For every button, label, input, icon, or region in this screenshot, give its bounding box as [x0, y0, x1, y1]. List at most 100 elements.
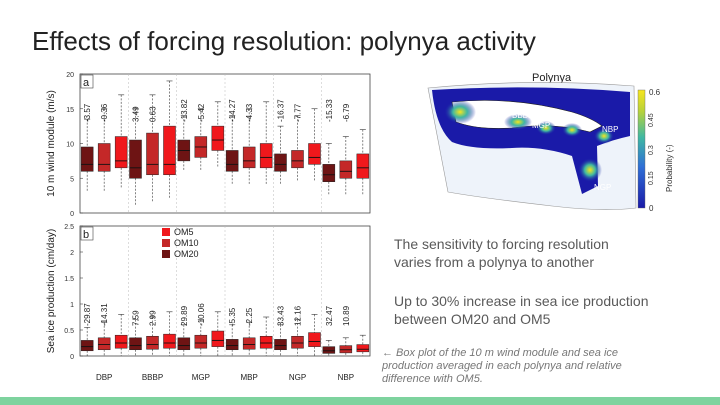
y-tick-label: 20 [66, 72, 74, 79]
box-om5 [356, 153, 370, 179]
box-om10 [242, 146, 256, 169]
box-om5 [163, 125, 176, 176]
x-category-label: DBP [96, 373, 112, 382]
panel-label-box [80, 226, 94, 241]
y-tick-label: 10 [66, 142, 74, 149]
box-om10 [146, 132, 159, 176]
panel-label-box [80, 74, 94, 89]
legend-label-om5: OM5 [174, 227, 194, 237]
hotspot-mbp [562, 123, 582, 137]
box-om10 [194, 334, 208, 349]
box-om20 [274, 153, 287, 172]
y-axis-label: Sea ice production (cm/day) [46, 229, 57, 354]
map-label-bbbp: BBBP [512, 111, 533, 120]
colorbar-tick: 0.3 [648, 145, 655, 155]
map-label-ngp: NGP [594, 183, 611, 192]
hotspot-nbp [594, 128, 614, 144]
box-om5 [259, 143, 273, 169]
relative-diff-om20: -3.57 [83, 103, 92, 122]
box-om10 [291, 335, 304, 349]
relative-diff-om20: 32.47 [325, 305, 334, 326]
relative-diff-om20: 33.43 [277, 305, 286, 326]
box-om20 [225, 150, 239, 172]
relative-diff-om10: -2.25 [245, 307, 254, 326]
box-om20 [322, 346, 336, 354]
y-tick-label: 1 [70, 302, 74, 309]
box-om5 [211, 125, 225, 151]
x-category-label: MGP [192, 373, 210, 382]
x-category-label: BBBP [142, 373, 163, 382]
colorbar-tick: 0 [649, 204, 654, 213]
relative-diff-om20: -14.27 [228, 99, 237, 122]
box-om20 [322, 164, 336, 182]
relative-diff-om10: 0.63 [149, 106, 158, 122]
box-om20 [80, 340, 94, 352]
x-category-label: NGP [289, 373, 306, 382]
x-category-label: NBP [338, 373, 354, 382]
map-label-dbp: DBP [474, 101, 490, 110]
box-om20 [80, 146, 94, 172]
map-label-mgp: MGP [532, 121, 550, 130]
bullet-increase: Up to 30% increase in sea ice production… [394, 293, 649, 327]
box-om10 [146, 335, 159, 350]
box-om5 [163, 333, 176, 349]
colorbar-tick: 0.15 [648, 171, 655, 185]
map-label-mbp: MBP [562, 115, 579, 124]
box-om5 [259, 335, 273, 349]
box-om10 [291, 150, 304, 169]
relative-diff-om10: -10.06 [197, 303, 206, 326]
y-tick-label: 2.5 [64, 224, 74, 231]
box-om10 [339, 160, 353, 179]
relative-diff-om10: -4.33 [245, 103, 254, 122]
legend-swatch-om10 [162, 239, 170, 247]
legend-swatch-om20 [162, 250, 170, 258]
y-axis-label: 10 m wind module (m/s) [46, 90, 57, 197]
box-om10 [339, 345, 353, 354]
relative-diff-om10: 2.99 [149, 310, 158, 326]
relative-diff-om10: -7.77 [294, 103, 303, 122]
slide-title: Effects of forcing resolution: polynya a… [32, 26, 536, 56]
y-tick-label: 0.5 [64, 328, 74, 335]
box-om5 [211, 330, 225, 347]
relative-diff-om10: 10.89 [342, 305, 351, 326]
hotspot-bbbp [504, 114, 532, 130]
colorbar-tick: 0.45 [648, 113, 655, 127]
x-category-label: MBP [240, 373, 257, 382]
map-colorbar [637, 89, 646, 209]
polynya-probability-map: Polynya DBP BBBP MGP MBP NGP NBP 0.6 0.4… [427, 72, 674, 213]
panel-label: a [83, 77, 90, 89]
relative-diff-om10: -14.31 [100, 303, 109, 326]
legend-label-om10: OM10 [174, 238, 199, 248]
map-label-nbp: NBP [602, 125, 618, 134]
y-tick-label: 15 [66, 107, 74, 114]
panel-label: b [83, 229, 89, 241]
box-om10 [97, 143, 111, 172]
box-om5 [356, 344, 370, 353]
relative-diff-om20: -13.82 [180, 99, 189, 122]
box-om20 [225, 339, 239, 351]
legend-label-om20: OM20 [174, 249, 199, 259]
y-tick-label: 5 [70, 176, 74, 183]
relative-diff-om20: 3.49 [132, 106, 141, 122]
box-om20 [129, 337, 142, 351]
relative-diff-om10: 12.16 [294, 305, 303, 326]
accent-bar [0, 397, 720, 405]
box-om20 [129, 139, 142, 179]
y-tick-label: 1.5 [64, 276, 74, 283]
box-om5 [114, 334, 128, 349]
hotspot-mgp [536, 121, 556, 135]
relative-diff-om10: -5.42 [197, 103, 206, 122]
box-om20 [177, 337, 191, 351]
colorbar-tick: 0.6 [649, 88, 661, 97]
bullet-sensitivity: The sensitivity to forcing resolution va… [394, 236, 609, 270]
legend-swatch-om5 [162, 228, 170, 236]
box-om10 [242, 337, 256, 350]
figure-caption: ← Box plot of the 10 m wind module and s… [382, 347, 622, 385]
box-om5 [114, 136, 128, 169]
relative-diff-om20: -5.35 [228, 307, 237, 326]
relative-diff-om20: -15.33 [325, 99, 334, 122]
relative-diff-om10: -6.79 [342, 103, 351, 122]
relative-diff-om10: -0.36 [100, 103, 109, 122]
relative-diff-om20: 29.89 [180, 305, 189, 326]
